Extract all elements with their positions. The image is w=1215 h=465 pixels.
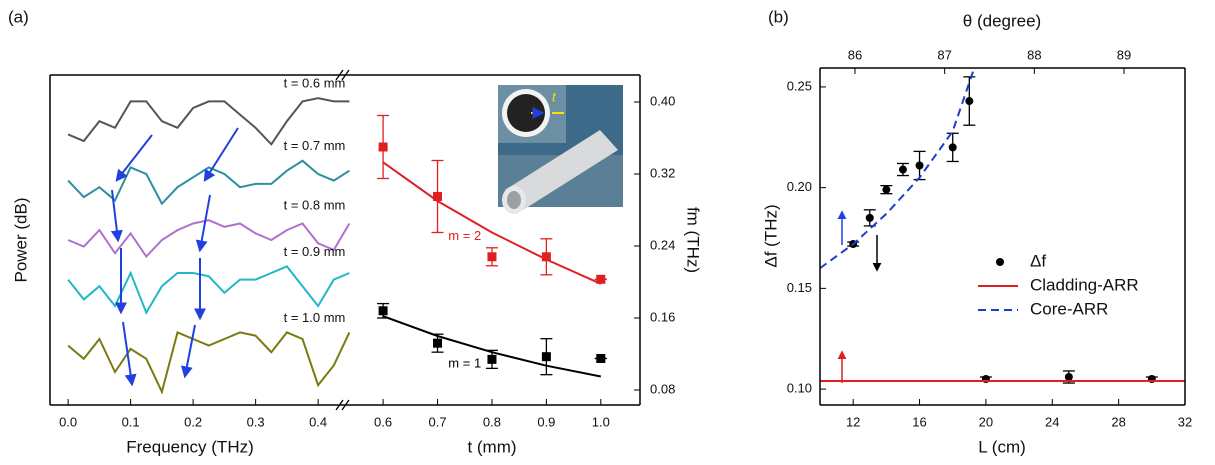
- x-tick-label: 0.7: [428, 414, 446, 429]
- y-tick-label: 0.40: [650, 93, 675, 108]
- data-point: [541, 352, 551, 362]
- data-point: [487, 354, 497, 364]
- axes-2: 12 16 20 24 28 32 0.10 0.15 0.20 0.25 86 87 88 89: [787, 47, 1193, 429]
- fit-line: [382, 161, 602, 285]
- series-label: t = 0.7 mm: [284, 138, 346, 153]
- spectrum-line: [67, 265, 350, 315]
- legend-label: Δf: [1030, 251, 1046, 270]
- data-point: [882, 185, 891, 194]
- y-tick-label: 0.32: [650, 165, 675, 180]
- data-point: [915, 161, 924, 170]
- x-tick-label: 0.8: [483, 414, 501, 429]
- legend-label: Core-ARR: [1030, 299, 1108, 318]
- data-point: [433, 338, 443, 348]
- data-point: [865, 213, 874, 222]
- x-tick-label: 0.1: [122, 414, 140, 429]
- curve: [820, 68, 976, 270]
- y-axis-label: fm (THz): [684, 207, 703, 273]
- x-tick-label: 0.2: [184, 414, 202, 429]
- spectrum-line: [67, 159, 350, 206]
- data-point: [433, 191, 443, 201]
- axis-break: [335, 68, 352, 412]
- series-label: t = 1.0 mm: [284, 310, 346, 325]
- data-point: [596, 274, 606, 284]
- series-label: t = 0.6 mm: [284, 76, 346, 91]
- data-point: [596, 353, 606, 363]
- y-tick-label: 0.20: [787, 179, 812, 194]
- x-tick-label: 20: [979, 414, 993, 429]
- spectrum-line: [67, 331, 351, 395]
- data-point: [1064, 373, 1073, 382]
- data-point: [541, 252, 551, 262]
- data-point: [948, 143, 957, 152]
- panel-label: (b): [768, 7, 789, 26]
- axes-0: 0.0 0.1 0.2 0.3 0.4: [49, 74, 345, 429]
- inset-label: t: [552, 89, 557, 104]
- x-tick-label: 0.4: [309, 414, 327, 429]
- data-point: [965, 97, 974, 106]
- x-tick-label: 24: [1045, 414, 1059, 429]
- x-tick-label: 0.9: [537, 414, 555, 429]
- x-axis-label: t (mm): [467, 437, 516, 456]
- x-tick-label: 0.6: [374, 414, 392, 429]
- x-tick-label: 0.0: [59, 414, 77, 429]
- plot-1: [377, 114, 607, 378]
- y-tick-label: 0.10: [787, 381, 812, 396]
- trend-arrows: [837, 210, 882, 383]
- y-axis-label: Power (dB): [11, 197, 30, 282]
- inset-photo: t: [498, 85, 623, 214]
- y-tick-label: 0.25: [787, 78, 812, 93]
- series-label: t = 0.9 mm: [284, 244, 346, 259]
- legend-marker: [996, 258, 1004, 266]
- x-tick-label: 1.0: [592, 414, 610, 429]
- data-point: [378, 306, 388, 316]
- panel-label: (a): [8, 7, 29, 26]
- x2-tick-label: 89: [1117, 47, 1131, 62]
- series-label: m = 1: [448, 356, 481, 371]
- y-tick-label: 0.08: [650, 381, 675, 396]
- x-axis-label: Frequency (THz): [126, 437, 254, 456]
- y-axis-label: Δf (THz): [761, 204, 780, 267]
- spectrum-line: [67, 219, 351, 259]
- legend-label: Cladding-ARR: [1030, 275, 1139, 294]
- x2-tick-label: 88: [1027, 47, 1041, 62]
- shift-arrows: [110, 127, 239, 387]
- x-tick-label: 28: [1111, 414, 1125, 429]
- series-label: m = 2: [448, 228, 481, 243]
- x-tick-label: 12: [846, 414, 860, 429]
- data-point: [378, 142, 388, 152]
- x-tick-label: 0.3: [247, 414, 265, 429]
- y-tick-label: 0.15: [787, 280, 812, 295]
- plot-2: [820, 68, 1185, 384]
- y-tick-label: 0.24: [650, 237, 675, 252]
- spectrum-line: [67, 97, 350, 146]
- axes-1: 0.6 0.7 0.8 0.9 1.0 0.08 0.16 0.24 0.32 0.40: [345, 74, 675, 429]
- data-point: [487, 252, 497, 262]
- series-label: t = 0.8 mm: [284, 198, 346, 213]
- data-point: [898, 165, 907, 174]
- x2-tick-label: 86: [848, 47, 862, 62]
- x2-axis-label: θ (degree): [963, 11, 1041, 30]
- x-tick-label: 16: [912, 414, 926, 429]
- x-axis-label: L (cm): [978, 437, 1026, 456]
- y-tick-label: 0.16: [650, 309, 675, 324]
- x-tick-label: 32: [1178, 414, 1192, 429]
- x2-tick-label: 87: [937, 47, 951, 62]
